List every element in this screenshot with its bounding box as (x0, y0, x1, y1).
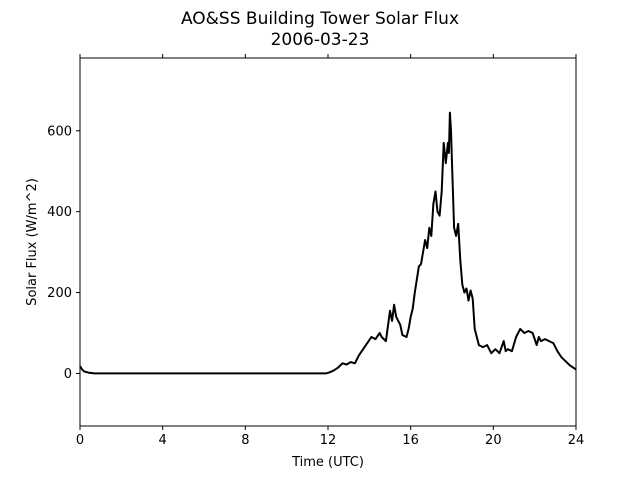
x-tick-label: 0 (76, 433, 84, 448)
y-tick-label: 0 (64, 367, 72, 382)
x-tick-label: 8 (241, 433, 249, 448)
y-tick-label: 600 (47, 124, 72, 139)
y-axis-label: Solar Flux (W/m^2) (25, 178, 40, 306)
x-tick-label: 16 (402, 433, 419, 448)
x-tick-label: 12 (320, 433, 337, 448)
x-tick-label: 24 (568, 433, 585, 448)
y-axis-ticks: 0 200 400 600 (47, 124, 80, 382)
plot-frame (79, 57, 577, 427)
x-axis-label: Time (UTC) (291, 455, 364, 470)
y-tick-label: 200 (47, 286, 72, 301)
flux-series-line (79, 111, 577, 375)
x-tick-label: 20 (485, 433, 502, 448)
x-axis-ticks: 0 4 8 12 16 20 24 (76, 54, 584, 448)
x-tick-label: 4 (159, 433, 167, 448)
chart-title: AO&SS Building Tower Solar Flux (181, 9, 459, 29)
y-tick-label: 400 (47, 205, 72, 220)
chart-subtitle: 2006-03-23 (271, 30, 370, 50)
